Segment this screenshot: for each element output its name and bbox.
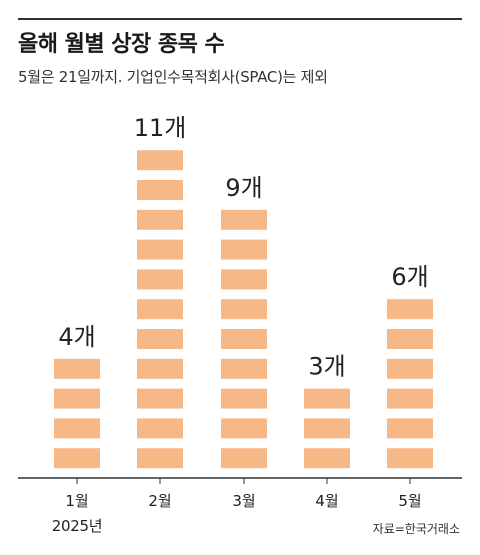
bar-block [137, 329, 183, 349]
bar-block [137, 269, 183, 290]
bar-block [54, 418, 100, 439]
value-label: 4개 [58, 323, 95, 351]
value-label: 11개 [134, 114, 187, 142]
bar-block [387, 448, 433, 469]
bar-block [221, 358, 267, 379]
bar-block [221, 209, 267, 230]
year-label: 2025년 [51, 517, 103, 535]
bar-block [137, 209, 183, 230]
bar-block [137, 358, 183, 379]
category-label: 2월 [148, 492, 171, 510]
value-label: 3개 [308, 353, 345, 381]
chart-subtitle: 5월은 21일까지. 기업인수목적회사(SPAC)는 제외 [18, 68, 328, 86]
bar-block [137, 299, 183, 320]
value-label: 6개 [391, 263, 428, 291]
bar-block [137, 239, 183, 260]
bar-block [387, 299, 433, 320]
bar-block [137, 448, 183, 469]
bar-block [221, 448, 267, 469]
bar-block [137, 388, 183, 409]
bar-block [387, 358, 433, 379]
bar-block [54, 388, 100, 409]
value-label: 9개 [225, 174, 262, 202]
bar-block [387, 388, 433, 409]
bar-block [54, 448, 100, 469]
bar-block [137, 180, 183, 200]
bar-block [54, 358, 100, 379]
bar-block [304, 388, 350, 409]
bar-block [221, 269, 267, 290]
bar-block [221, 239, 267, 260]
bar-block [387, 418, 433, 439]
source-note: 자료=한국거래소 [372, 522, 460, 536]
category-label: 1월 [65, 492, 88, 510]
bar-block [137, 418, 183, 439]
bar-block [387, 329, 433, 349]
bar-block [221, 299, 267, 320]
category-label: 4월 [315, 492, 338, 510]
category-label: 5월 [398, 492, 421, 510]
chart-title: 올해 월별 상장 종목 수 [18, 32, 225, 57]
top-rule [18, 18, 462, 20]
bar-block [221, 388, 267, 409]
bar-block [221, 329, 267, 349]
bar-block [137, 150, 183, 171]
bar-block [304, 418, 350, 439]
bar-block [221, 418, 267, 439]
bar-block [304, 448, 350, 469]
category-label: 3월 [232, 492, 255, 510]
